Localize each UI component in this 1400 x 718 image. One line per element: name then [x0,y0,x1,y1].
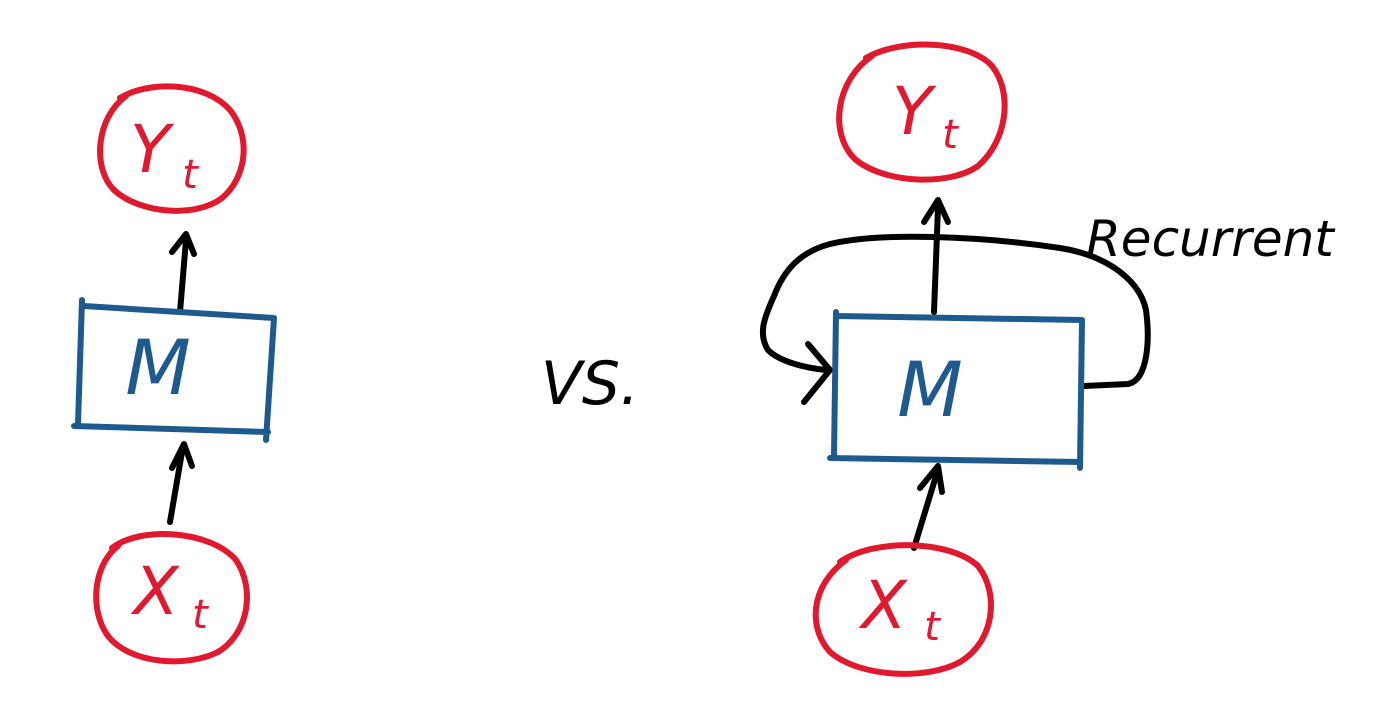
right-model-box: M [827,309,1085,471]
recurrent-loop-arrow [759,233,1151,405]
left-input-node: X t [93,531,250,665]
left-model-label: M [125,323,191,412]
left-arrow-model-to-output [169,231,197,315]
left-arrow-input-to-model [167,441,195,525]
left-output-sub: t [182,152,199,198]
right-input-main: X [858,567,908,644]
left-model-box: M [71,297,277,443]
left-diagram: Y t M X t [71,83,277,665]
right-input-sub: t [924,604,941,650]
recurrent-label: Recurrent [1086,210,1336,268]
left-input-main: X [130,553,180,630]
right-input-node: X t [812,542,994,677]
left-input-sub: t [192,592,209,638]
left-output-node: Y t [97,83,247,214]
right-arrow-input-to-model [911,463,945,551]
right-output-node: Y t [836,41,1008,183]
vs-label: VS. [541,349,639,419]
right-output-sub: t [942,112,959,158]
right-arrow-model-to-output [921,197,951,315]
right-diagram: Y t M X t Recurrent [759,41,1336,677]
left-output-main: Y [130,111,175,188]
right-model-label: M [897,345,963,434]
right-output-main: Y [892,73,937,150]
